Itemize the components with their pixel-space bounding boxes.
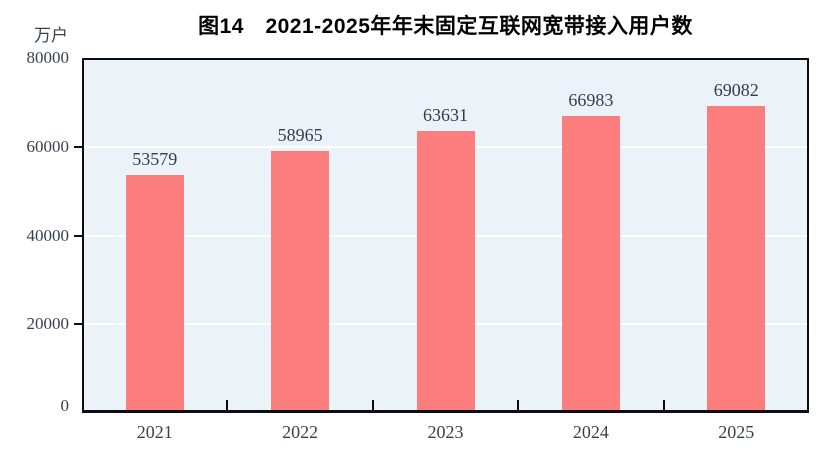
x-boundary-tick-1 bbox=[226, 400, 229, 410]
y-tick-label-0: 0 bbox=[60, 396, 70, 415]
bar-value-label-2023: 63631 bbox=[423, 104, 468, 125]
x-boundary-tick-3 bbox=[517, 400, 520, 410]
y-tick-40000 bbox=[74, 234, 82, 237]
chart-title: 图14 2021-2025年年末固定互联网宽带接入用户数 bbox=[198, 15, 693, 38]
bar-2023 bbox=[416, 130, 475, 410]
y-tick-label-20000: 20000 bbox=[26, 314, 70, 334]
y-axis-unit-label: 万户 bbox=[34, 26, 68, 45]
y-tick-20000 bbox=[74, 323, 82, 326]
bar-2021 bbox=[125, 175, 184, 410]
x-boundary-tick-4 bbox=[662, 400, 665, 410]
bar-value-label-2024: 66983 bbox=[568, 89, 614, 110]
y-tick-label-60000: 60000 bbox=[26, 136, 70, 156]
x-category-label-2024: 2024 bbox=[572, 422, 609, 442]
y-tick-label-40000: 40000 bbox=[26, 225, 70, 245]
x-category-label-2025: 2025 bbox=[718, 422, 755, 442]
bar-2025 bbox=[707, 106, 766, 410]
y-tick-label-80000: 80000 bbox=[26, 48, 70, 67]
plot-area: 53579 58965 63631 66983 69082 bbox=[82, 58, 809, 413]
x-category-label-2023: 2023 bbox=[427, 422, 464, 442]
bar-value-label-2022: 58965 bbox=[277, 125, 323, 146]
bar-2022 bbox=[271, 151, 330, 410]
x-category-label-2021: 2021 bbox=[136, 422, 173, 442]
bar-2024 bbox=[561, 115, 620, 410]
bar-value-label-2021: 53579 bbox=[132, 149, 178, 170]
y-tick-60000 bbox=[74, 145, 82, 148]
bar-value-label-2025: 69082 bbox=[713, 80, 759, 101]
x-category-label-2022: 2022 bbox=[282, 422, 319, 442]
x-boundary-tick-2 bbox=[371, 400, 374, 410]
